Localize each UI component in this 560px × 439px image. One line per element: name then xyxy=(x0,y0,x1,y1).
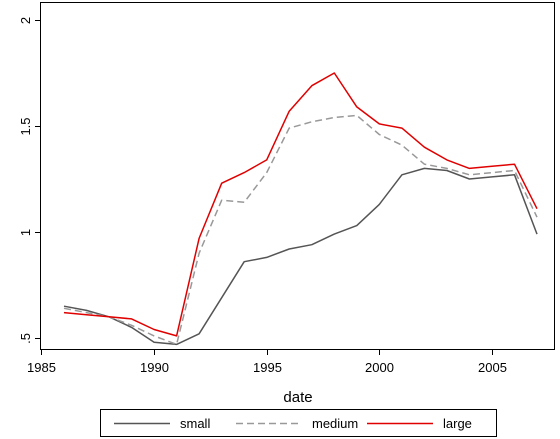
x-tick-label: 1990 xyxy=(140,360,169,375)
x-axis-title: date xyxy=(283,389,312,406)
y-tick-label: 1.5 xyxy=(18,117,33,135)
legend: small medium large xyxy=(100,409,497,437)
y-tick-label: 1 xyxy=(18,229,33,236)
y-tick-label: .5 xyxy=(18,333,33,344)
series-layer xyxy=(63,72,538,346)
plot-frame xyxy=(40,2,555,350)
x-tick-label: 2005 xyxy=(478,360,507,375)
legend-label-small: small xyxy=(180,416,210,431)
series-line-large xyxy=(63,72,538,337)
y-tick-label: 2 xyxy=(18,17,33,24)
series-line-medium xyxy=(63,114,538,346)
legend-label-large: large xyxy=(443,416,472,431)
legend-label-medium: medium xyxy=(312,416,358,431)
x-tick-label: 2000 xyxy=(365,360,394,375)
x-axis: 1985 1990 1995 2000 2005 xyxy=(27,349,507,375)
x-tick-label: 1985 xyxy=(27,360,56,375)
y-axis: .5 1 1.5 2 xyxy=(18,17,41,344)
x-tick-label: 1995 xyxy=(253,360,282,375)
series-line-small xyxy=(63,167,538,346)
